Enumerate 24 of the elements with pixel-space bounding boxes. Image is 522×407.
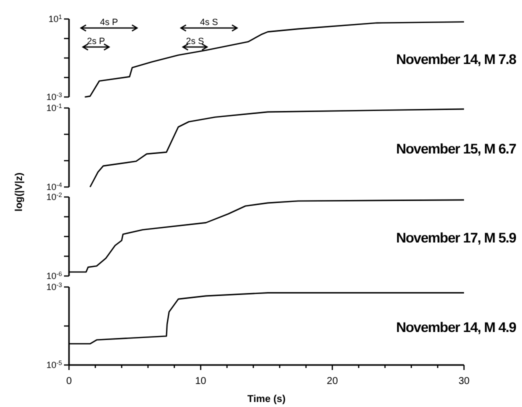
y-tick-label: 10$^{-3}$ — [46, 282, 62, 292]
x-tick-label: 30 — [458, 376, 470, 387]
annotation: November 15, M 6.7 — [396, 140, 517, 156]
line-series — [68, 199, 465, 273]
y-axis-title: log(|V|z) — [14, 172, 25, 212]
y-tick-label: 10$^{-2}$ — [46, 192, 62, 202]
annotation: November 14, M 4.9 — [396, 319, 517, 335]
y-tick-label: 10$^{-6}$ — [46, 270, 62, 281]
y-tick-label: 10$^{-3}$ — [46, 92, 62, 102]
annotation: 4s S — [200, 17, 218, 27]
x-tick-label: 0 — [66, 376, 72, 387]
annotation: 4s P — [100, 17, 118, 27]
annotation: November 14, M 7.8 — [396, 51, 517, 67]
line-series — [89, 108, 465, 188]
y-tick-label: 10$^{-4}$ — [46, 182, 62, 192]
annotation: 2s P — [86, 36, 106, 46]
x-tick-label: 20 — [326, 376, 338, 387]
y-tick-label: 10$^{-5}$ — [46, 360, 62, 370]
annotation: November 17, M 5.9 — [396, 230, 517, 246]
annotation: 2s S — [186, 36, 204, 46]
y-tick-label: 10$^{-1}$ — [46, 102, 62, 113]
x-axis-title: Time (s) — [247, 394, 286, 405]
y-tick-label: 10$^{1}$ — [48, 14, 62, 24]
x-tick-label: 10 — [195, 376, 207, 387]
